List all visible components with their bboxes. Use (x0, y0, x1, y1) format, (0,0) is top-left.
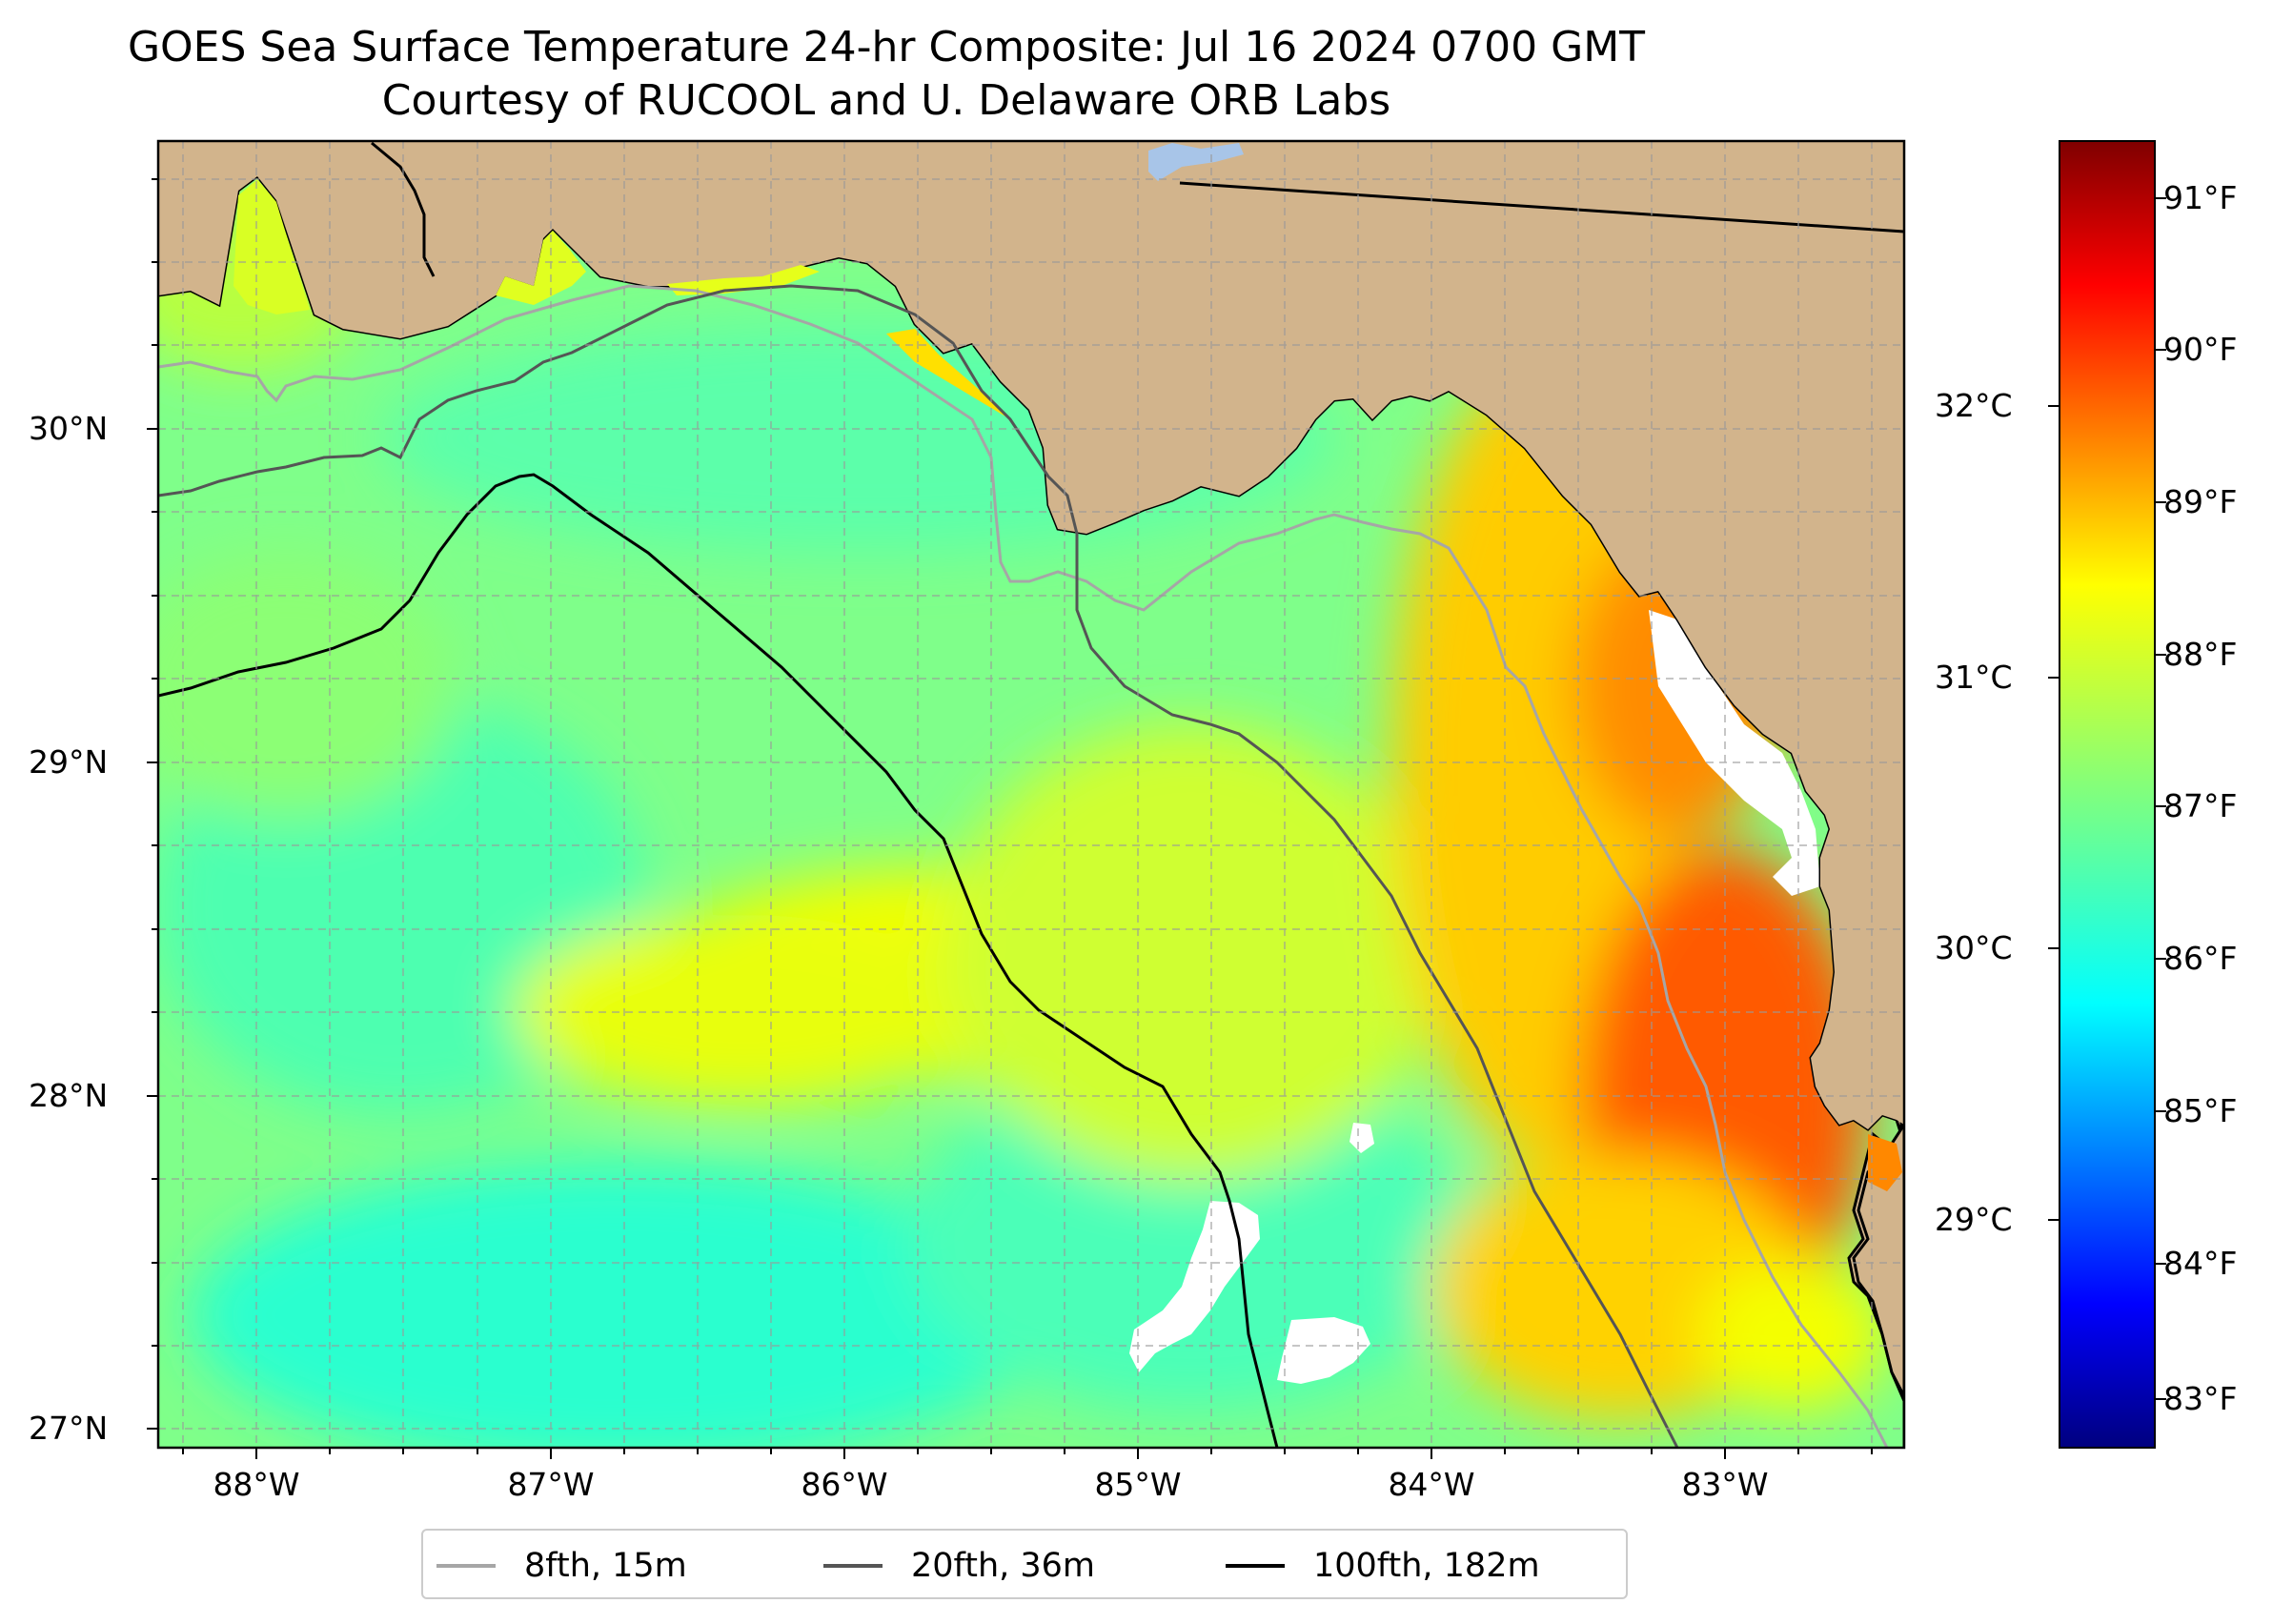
lat-label-28n: 28°N (29, 1077, 109, 1114)
colorbar-ticks (2048, 197, 2166, 1400)
lat-label-27n: 27°N (29, 1410, 109, 1447)
cb-fahrenheit-85: 85°F (2163, 1092, 2238, 1129)
map-frame (156, 139, 1906, 1450)
legend-label-20fth: 20fth, 36m (911, 1547, 1096, 1585)
isobath-legend: 8fth, 15m 20fth, 36m 100fth, 182m (421, 1529, 1628, 1599)
map-subtitle: Courtesy of RUCOOL and U. Delaware ORB L… (381, 76, 1391, 125)
isobath-20fth (158, 284, 1679, 1448)
cb-fahrenheit-91: 91°F (2163, 179, 2238, 216)
cb-fahrenheit-89: 89°F (2163, 483, 2238, 520)
cb-fahrenheit-83: 83°F (2163, 1380, 2238, 1417)
cb-celsius-30: 30°C (1935, 929, 2013, 966)
cb-celsius-29: 29°C (1935, 1201, 2013, 1238)
legend-label-100fth: 100fth, 182m (1313, 1547, 1540, 1585)
legend-item-100fth: 100fth, 182m (1226, 1531, 1540, 1601)
lon-label-88w: 88°W (213, 1466, 300, 1503)
lon-label-85w: 85°W (1094, 1466, 1182, 1503)
lat-label-29n: 29°N (29, 743, 109, 781)
colorbar (2059, 140, 2156, 1449)
legend-item-20fth: 20fth, 36m (823, 1531, 1095, 1601)
legend-line-100fth (1226, 1564, 1285, 1568)
legend-item-8fth: 8fth, 15m (436, 1531, 687, 1601)
legend-label-8fth: 8fth, 15m (524, 1547, 687, 1585)
cb-celsius-32: 32°C (1935, 387, 2013, 424)
lat-label-30n: 30°N (29, 410, 109, 447)
cb-fahrenheit-87: 87°F (2163, 787, 2238, 824)
cb-fahrenheit-88: 88°F (2163, 636, 2238, 673)
cb-fahrenheit-84: 84°F (2163, 1245, 2238, 1282)
legend-line-8fth (436, 1564, 496, 1568)
sst-map-area (158, 141, 1904, 1448)
legend-line-20fth (823, 1564, 883, 1568)
lon-label-84w: 84°W (1388, 1466, 1475, 1503)
lon-label-87w: 87°W (507, 1466, 595, 1503)
lon-label-86w: 86°W (801, 1466, 888, 1503)
lon-label-83w: 83°W (1681, 1466, 1769, 1503)
isobath-100fth (158, 473, 1279, 1448)
cb-fahrenheit-90: 90°F (2163, 331, 2238, 368)
isobath-8fth (158, 284, 1889, 1448)
cb-celsius-31: 31°C (1935, 659, 2013, 696)
gridlines (158, 141, 1904, 1448)
map-title: GOES Sea Surface Temperature 24-hr Compo… (127, 23, 1646, 71)
cb-fahrenheit-86: 86°F (2163, 940, 2238, 977)
